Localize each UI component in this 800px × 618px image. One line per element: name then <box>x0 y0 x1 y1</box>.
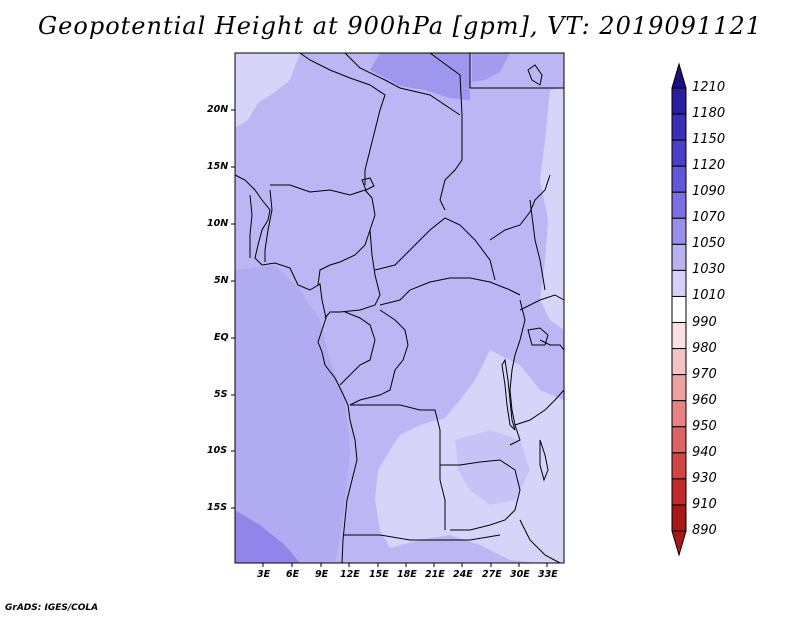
border-ghana <box>249 194 253 258</box>
lat-tick-label: 10S <box>207 445 228 456</box>
lat-tick-label: 5S <box>214 389 228 400</box>
colorbar-segment <box>671 478 687 506</box>
colorbar-segment <box>671 504 687 532</box>
colorbar-level-label: 1010 <box>692 288 726 304</box>
colorbar-level-label: 930 <box>692 470 717 486</box>
border-drc-east <box>509 299 526 446</box>
colorbar-segment <box>671 191 687 219</box>
colorbar-segment <box>671 113 687 141</box>
colorbar-segment <box>671 452 687 480</box>
border-nigeria <box>270 184 376 286</box>
colorbar <box>671 62 687 557</box>
lon-tick-label: 9E <box>315 569 329 580</box>
border-car-south <box>379 277 521 306</box>
field-west-ocean <box>235 265 350 563</box>
lat-tick-label: 20N <box>207 104 229 115</box>
colorbar-segment <box>671 295 687 324</box>
colorbar-top-arrow <box>671 62 687 89</box>
lat-tick-label: 5N <box>214 275 229 286</box>
credit-text: GrADS: IGES/COLA <box>5 603 99 613</box>
colorbar-segment <box>671 348 687 376</box>
lake-chad <box>361 177 375 191</box>
lat-tick-label: 15S <box>207 502 228 513</box>
border-mozambique <box>519 519 561 564</box>
border-ethiopia <box>529 199 546 291</box>
border-cameroon <box>324 229 381 319</box>
lon-tick-label: 21E <box>425 569 445 580</box>
field-mid-patch <box>455 430 530 505</box>
lake-malawi <box>539 439 549 482</box>
border-niger-north <box>344 52 461 116</box>
lat-tick-label: EQ <box>214 332 229 343</box>
borders <box>234 52 565 564</box>
lon-tick-label: 6E <box>286 569 300 580</box>
field-dark-southwest <box>235 510 300 563</box>
field-light-east <box>540 88 564 330</box>
colorbar-level-label: 980 <box>692 340 717 356</box>
colorbar-level-label: 890 <box>692 523 717 538</box>
lake-victoria <box>527 327 549 346</box>
colorbar-level-label: 1150 <box>692 132 726 148</box>
coastline-west-africa <box>234 174 358 564</box>
border-car <box>374 217 496 281</box>
colorbar-level-label: 1030 <box>692 262 726 278</box>
colorbar-level-label: 1070 <box>692 210 726 226</box>
lon-tick-label: 15E <box>369 569 389 580</box>
border-benin-togo <box>264 189 273 262</box>
lon-tick-label: 3E <box>257 569 271 580</box>
colorbar-level-label: 960 <box>692 392 717 408</box>
lon-tick-label: 24E <box>453 569 473 580</box>
colorbar-segment <box>671 87 687 115</box>
border-tanzania <box>514 389 565 426</box>
colorbar-level-label: 1120 <box>692 158 726 174</box>
map-field <box>235 53 564 563</box>
lon-tick-label: 33E <box>538 569 558 580</box>
border-zambia <box>440 459 521 531</box>
colorbar-segment <box>671 217 687 245</box>
colorbar-bottom-arrow <box>671 530 687 557</box>
colorbar-segment <box>671 139 687 167</box>
border-kenya <box>539 339 565 351</box>
colorbar-segment <box>671 243 687 271</box>
lake-nasser <box>527 64 543 86</box>
colorbar-level-label: 990 <box>692 314 717 330</box>
axis-ticks <box>231 109 548 567</box>
chart-title: Geopotential Height at 900hPa [gpm], VT:… <box>38 12 762 40</box>
border-drc-west <box>349 309 409 406</box>
border-uganda-kenya <box>519 294 565 311</box>
border-congo <box>339 311 376 386</box>
colorbar-level-label: 1050 <box>692 236 726 252</box>
border-mali-niger <box>299 52 386 185</box>
colorbar-level-label: 950 <box>692 418 717 434</box>
field-dark-northeast <box>472 53 510 82</box>
lon-tick-label: 12E <box>340 569 360 580</box>
colorbar-segment <box>671 322 687 350</box>
colorbar-segment <box>671 374 687 402</box>
field-light-north <box>235 53 300 128</box>
lat-tick-label: 10N <box>207 218 229 229</box>
colorbar-level-label: 1210 <box>692 80 726 95</box>
border-chad-libya <box>429 52 463 211</box>
colorbar-level-label: 910 <box>692 496 717 512</box>
field-dark-north <box>370 53 470 100</box>
lon-tick-label: 27E <box>482 569 502 580</box>
border-south-sudan <box>489 174 551 241</box>
border-angola <box>350 404 446 530</box>
colorbar-level-label: 940 <box>692 444 717 460</box>
lake-tanganyika <box>501 358 516 431</box>
colorbar-segment <box>671 269 687 297</box>
colorbar-level-label: 970 <box>692 366 717 382</box>
colorbar-segment <box>671 165 687 193</box>
border-angola-south <box>343 534 501 541</box>
lat-tick-label: 15N <box>207 161 229 172</box>
colorbar-level-label: 1180 <box>692 106 726 122</box>
lon-tick-label: 30E <box>510 569 530 580</box>
colorbar-level-label: 1090 <box>692 184 726 200</box>
colorbar-segment <box>671 400 687 428</box>
map-frame <box>234 52 565 564</box>
colorbar-segment <box>671 426 687 454</box>
lon-tick-label: 18E <box>397 569 417 580</box>
